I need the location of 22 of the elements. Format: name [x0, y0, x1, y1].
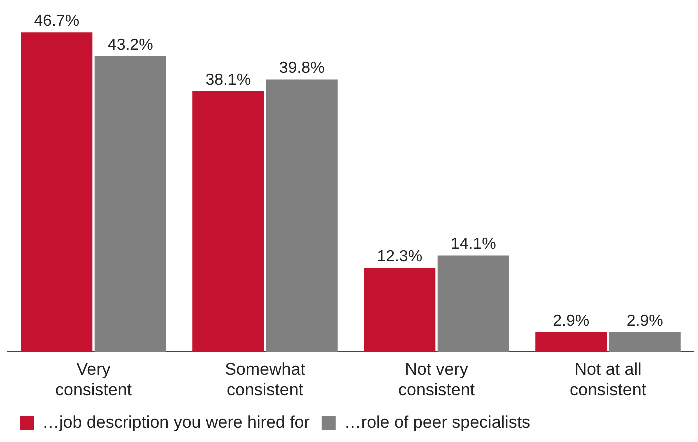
x-tick-label: Very consistent [55, 360, 132, 400]
bar [94, 56, 166, 352]
data-label: 12.3% [377, 248, 423, 266]
bar [364, 268, 436, 352]
bar [266, 80, 338, 352]
legend-label: …role of peer specialists [344, 413, 531, 432]
data-label: 39.8% [279, 60, 325, 78]
data-label: 14.1% [450, 236, 496, 254]
data-label: 46.7% [34, 12, 80, 30]
x-tick-label: Not very consistent [398, 360, 476, 400]
x-tick-label: Not at all consistent [570, 360, 647, 400]
x-tick-label: Somewhat consistent [225, 360, 306, 400]
data-label: 43.2% [108, 36, 154, 54]
data-label: 2.9% [553, 312, 590, 330]
data-label: 2.9% [626, 312, 664, 330]
bar [609, 332, 681, 352]
bar [438, 256, 510, 352]
legend-label: …job description you were hired for [42, 413, 310, 432]
bar [192, 91, 264, 352]
data-label: 38.1% [206, 72, 252, 89]
bar [536, 332, 608, 352]
bar [21, 32, 93, 352]
